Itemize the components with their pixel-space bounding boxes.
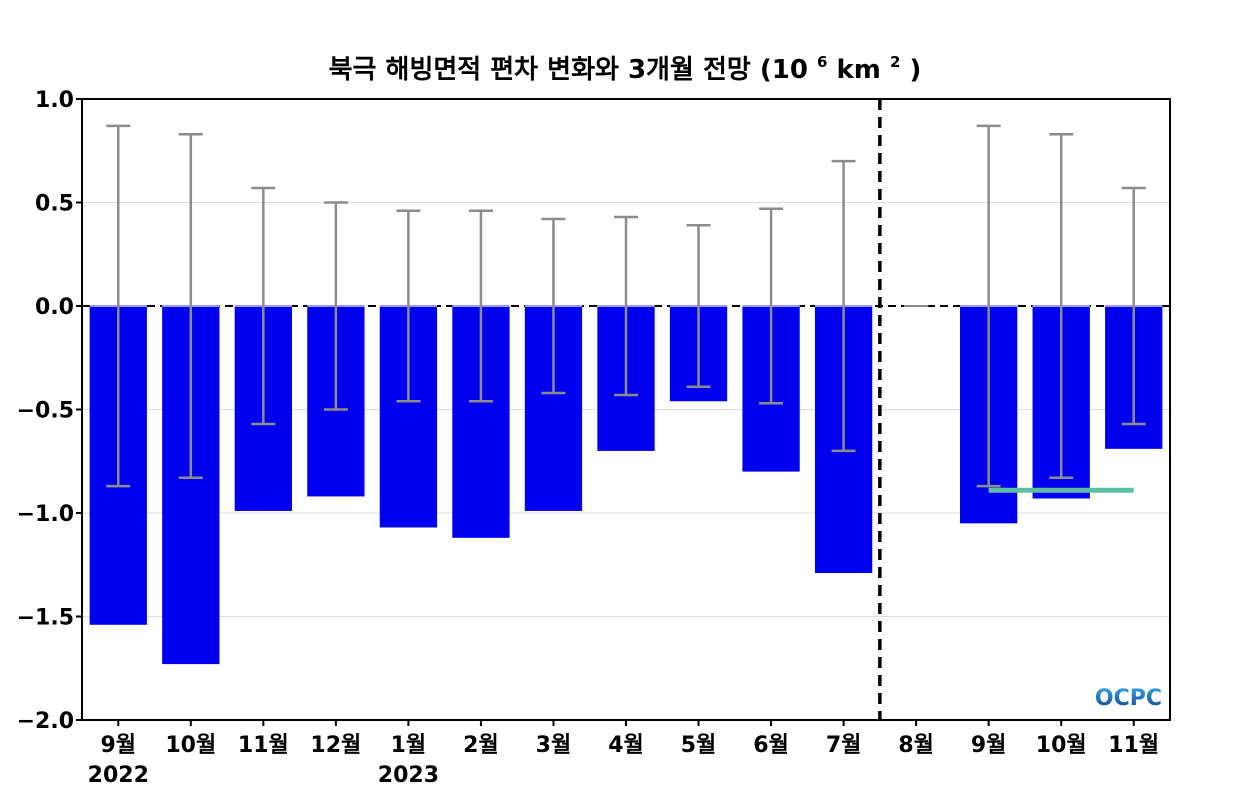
y-axis-ticks: 1.0 0.5 0.0 −0.5 −1.0 −1.5 −2.0 <box>17 88 82 734</box>
y-tick-label: 0.0 <box>35 295 74 320</box>
y-tick-label: −2.0 <box>17 709 74 734</box>
x-axis-ticks: 9월 10월 11월 12월 1월 2월 3월 4월 5월 6월 7월 8월 9월 10월 11월 2022 2… <box>88 720 1159 788</box>
chart-title-main: 북극 해빙면적 편차 변화와 3개월 전망 <box>329 55 751 85</box>
logo-text: OCPC <box>1095 686 1162 711</box>
x-tick-label: 11월 <box>238 733 289 758</box>
x-tick-label: 12월 <box>310 733 361 758</box>
y-tick-label: −0.5 <box>17 399 74 424</box>
x-tick-label: 6월 <box>753 733 789 758</box>
x-tick-label: 4월 <box>608 733 644 758</box>
chart-title-unit-end: ) <box>909 55 921 85</box>
x-tick-label: 8월 <box>898 733 934 758</box>
x-tick-label: 10월 <box>1036 733 1087 758</box>
chart-title-unit-exp2: 2 <box>890 53 900 71</box>
x-tick-label: 9월 <box>100 733 136 758</box>
x-tick-label: 7월 <box>826 733 862 758</box>
chart-title-unit-mid: km <box>837 55 881 85</box>
x-tick-label: 3월 <box>536 733 572 758</box>
y-tick-label: 1.0 <box>35 88 74 113</box>
x-year-label: 2022 <box>88 763 149 788</box>
x-tick-label: 11월 <box>1108 733 1159 758</box>
y-tick-label: −1.5 <box>17 606 74 631</box>
ocpc-logo: OCPC <box>1095 686 1162 711</box>
x-tick-label: 10월 <box>165 733 216 758</box>
x-tick-label: 1월 <box>391 733 427 758</box>
chart-title-unit-exp: 6 <box>817 53 827 71</box>
y-tick-label: 0.5 <box>35 192 74 217</box>
x-year-label: 2023 <box>378 763 439 788</box>
x-tick-label: 2월 <box>463 733 499 758</box>
x-tick-label: 5월 <box>681 733 717 758</box>
chart-title: 북극 해빙면적 편차 변화와 3개월 전망 (10 6 km 2 ) <box>329 44 922 85</box>
y-tick-label: −1.0 <box>17 502 74 527</box>
x-tick-label: 9월 <box>971 733 1007 758</box>
error-bars <box>106 124 1146 488</box>
chart-title-unit-base: (10 <box>760 55 808 85</box>
